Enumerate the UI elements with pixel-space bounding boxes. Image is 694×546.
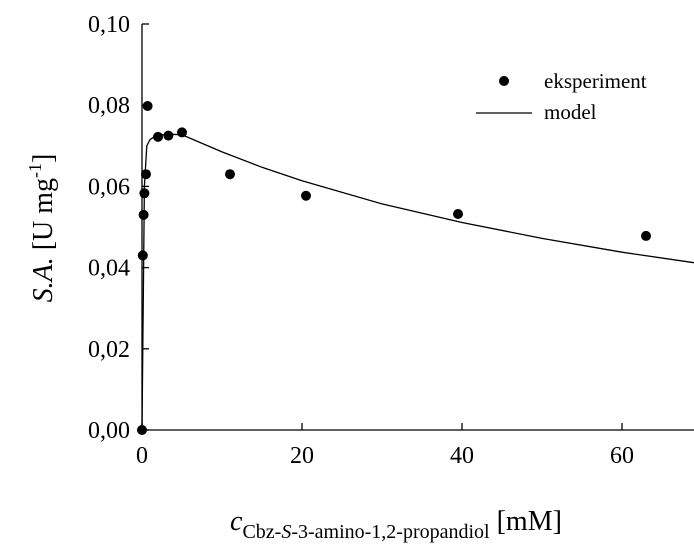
data-point (142, 101, 153, 112)
x-tick-label: 60 (610, 443, 634, 469)
y-tick-label: 0,10 (88, 12, 130, 38)
y-tick-label: 0,04 (88, 256, 130, 282)
y-axis-title: S.A. [U mg-1] (25, 154, 59, 303)
ticks: 0,00 0,02 0,04 0,06 0,08 0,10 0 20 40 60 (88, 12, 634, 469)
data-point (453, 209, 463, 220)
y-axis-unit-pre: [U mg (28, 178, 59, 257)
data-point (163, 130, 174, 141)
legend: eksperiment model (476, 69, 647, 124)
data-point (225, 169, 235, 180)
y-axis-unit-post: ] (28, 154, 59, 163)
legend-label-eksperiment: eksperiment (544, 69, 647, 93)
x-axis-subscript-italic: S (281, 521, 291, 543)
x-axis-subscript-post: -3-amino-1,2-propandiol (291, 521, 490, 543)
points-group (137, 101, 651, 435)
model-line (141, 133, 694, 431)
x-tick-label: 0 (136, 443, 148, 469)
data-point (641, 230, 651, 241)
x-tick-label: 20 (290, 443, 314, 469)
legend-label-model: model (544, 100, 597, 124)
y-tick-label: 0,02 (88, 337, 130, 363)
data-point (137, 250, 148, 261)
y-tick-label: 0,06 (88, 174, 130, 200)
data-point (137, 425, 147, 435)
data-point (153, 131, 163, 142)
data-point (138, 209, 149, 220)
y-tick-label: 0,08 (88, 93, 130, 119)
y-axis-unit-sup: -1 (25, 163, 45, 178)
data-point (139, 188, 150, 199)
x-tick-label: 40 (450, 443, 474, 469)
x-axis-title: cCbz-S-3-amino-1,2-propandiol [mM] (230, 506, 562, 543)
x-axis-subscript-pre: Cbz- (242, 521, 281, 543)
data-point (301, 190, 311, 201)
y-axis-italic: S.A. (28, 257, 59, 302)
model-line-group (141, 133, 694, 431)
legend-dot-marker (499, 76, 509, 86)
data-point (177, 127, 187, 138)
y-tick-label: 0,00 (88, 418, 130, 444)
plot-area (141, 24, 694, 431)
data-point (141, 169, 151, 180)
x-axis-symbol: c (230, 506, 243, 537)
x-axis-unit: [mM] (490, 506, 562, 537)
